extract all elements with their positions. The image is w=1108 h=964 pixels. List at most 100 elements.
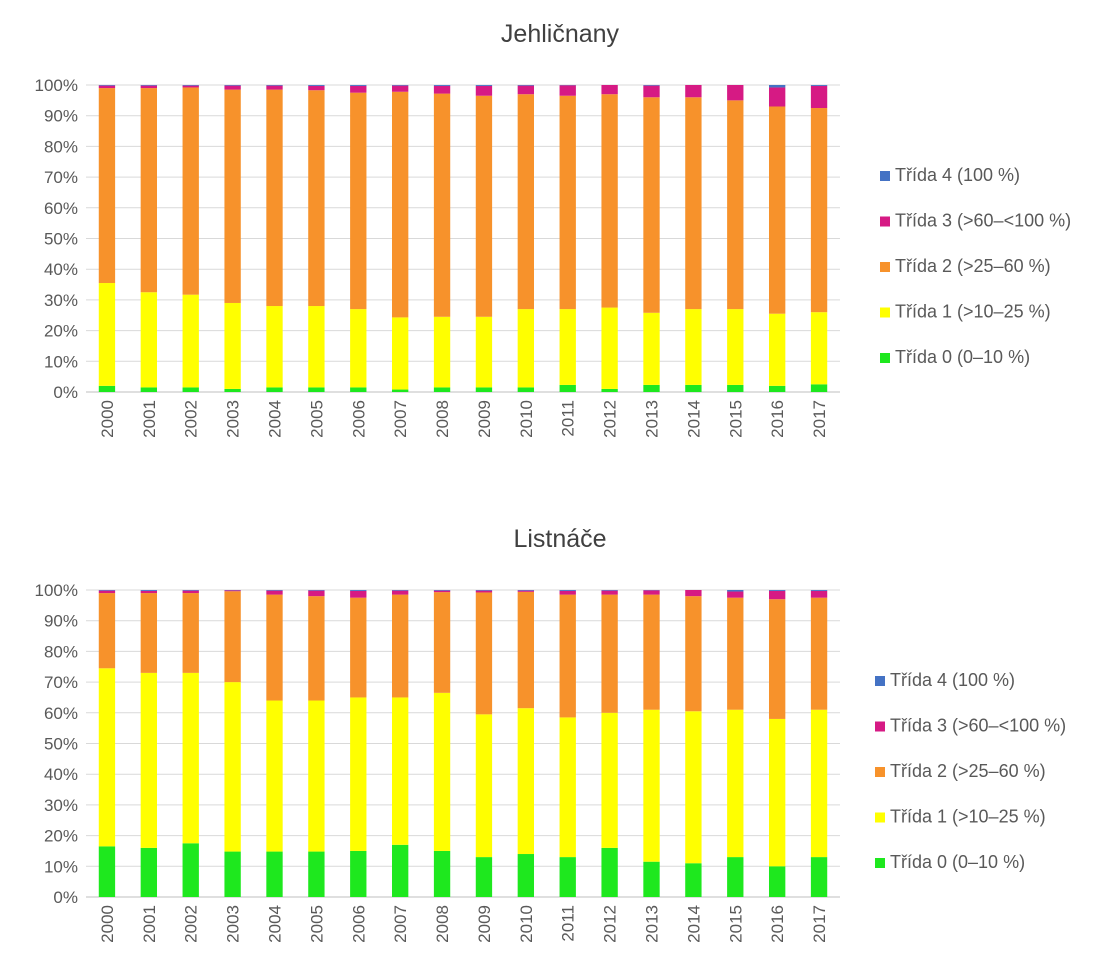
x-tick-label: 2002 <box>182 905 201 943</box>
x-tick-label: 2010 <box>517 905 536 943</box>
bar-segment <box>811 591 827 598</box>
legend-swatch <box>880 217 890 227</box>
x-tick-label: 2014 <box>684 400 703 438</box>
bar-segment <box>266 701 282 852</box>
x-tick-label: 2016 <box>768 905 787 943</box>
bar-segment <box>434 591 450 593</box>
bar-segment <box>518 590 534 591</box>
bar-segment <box>141 85 157 86</box>
bar-segment <box>727 710 743 857</box>
bar-segment <box>601 85 617 94</box>
bar-segment <box>643 595 659 710</box>
bar-segment <box>183 85 199 86</box>
y-tick-label: 70% <box>44 168 78 187</box>
legend-swatch <box>875 858 885 868</box>
bar-segment <box>99 85 115 86</box>
bar-segment <box>392 92 408 318</box>
bar-segment <box>727 85 743 100</box>
bar-segment <box>769 590 785 591</box>
legend-label: Třída 1 (>10–25 %) <box>890 807 1046 827</box>
bar-segment <box>183 387 199 392</box>
bar-segment <box>518 387 534 392</box>
bar-segment <box>183 590 199 591</box>
bar-segment <box>308 306 324 387</box>
x-tick-label: 2001 <box>140 400 159 438</box>
x-tick-label: 2011 <box>559 400 578 437</box>
legend-label: Třída 2 (>25–60 %) <box>895 256 1051 276</box>
bar-segment <box>99 590 115 591</box>
y-tick-label: 60% <box>44 199 78 218</box>
y-tick-label: 90% <box>44 107 78 126</box>
legend-label: Třída 1 (>10–25 %) <box>895 302 1051 322</box>
legend-swatch <box>875 767 885 777</box>
x-tick-label: 2005 <box>307 905 326 943</box>
bar-segment <box>266 306 282 387</box>
bar-segment <box>183 843 199 897</box>
bar-segment <box>560 595 576 718</box>
bar-segment <box>811 384 827 392</box>
bar-segment <box>266 590 282 591</box>
bar-segment <box>727 592 743 598</box>
legend-label: Třída 3 (>60–<100 %) <box>890 716 1066 736</box>
bar-segment <box>601 595 617 713</box>
y-tick-label: 20% <box>44 322 78 341</box>
bar-segment <box>308 86 324 90</box>
bar-segment <box>392 595 408 698</box>
bar-segment <box>811 85 827 86</box>
x-tick-label: 2013 <box>643 400 662 438</box>
bar-segment <box>183 86 199 88</box>
y-tick-label: 80% <box>44 642 78 661</box>
bar-segment <box>685 85 701 97</box>
bar-segment <box>643 97 659 313</box>
bar-segment <box>811 590 827 591</box>
bar-segment <box>601 591 617 595</box>
bar-segment <box>224 85 240 86</box>
bar-segment <box>643 313 659 385</box>
bar-segment <box>99 86 115 88</box>
x-tick-label: 2016 <box>768 400 787 438</box>
bar-segment <box>99 591 115 593</box>
bar-segment <box>308 852 324 897</box>
bar-segment <box>224 303 240 389</box>
bar-segment <box>434 317 450 388</box>
bar-segment <box>434 94 450 317</box>
bar-segment <box>224 682 240 851</box>
legend-swatch <box>875 813 885 823</box>
bar-segment <box>476 86 492 96</box>
bar-segment <box>434 85 450 86</box>
y-tick-label: 30% <box>44 291 78 310</box>
y-tick-label: 100% <box>35 76 78 95</box>
y-tick-label: 50% <box>44 735 78 754</box>
bar-segment <box>224 389 240 392</box>
y-tick-label: 40% <box>44 765 78 784</box>
chart-listnace-svg: Listnáče0%10%20%30%40%50%60%70%80%90%100… <box>0 505 1108 959</box>
x-tick-label: 2000 <box>98 400 117 438</box>
bar-segment <box>601 94 617 307</box>
bar-segment <box>308 387 324 392</box>
bar-segment <box>518 591 534 592</box>
bar-segment <box>350 387 366 392</box>
y-tick-label: 90% <box>44 612 78 631</box>
x-tick-label: 2001 <box>140 905 159 943</box>
bar-segment <box>643 590 659 594</box>
bar-segment <box>685 590 701 596</box>
bar-segment <box>350 86 366 93</box>
y-tick-label: 20% <box>44 827 78 846</box>
bar-segment <box>560 591 576 595</box>
bar-segment <box>350 697 366 851</box>
legend-swatch <box>880 353 890 363</box>
bar-segment <box>183 593 199 673</box>
x-tick-label: 2013 <box>643 905 662 943</box>
y-tick-label: 0% <box>53 888 78 907</box>
chart-title: Jehličnany <box>501 20 620 48</box>
bar-segment <box>141 591 157 593</box>
bar-segment <box>308 591 324 597</box>
bar-segment <box>141 86 157 88</box>
x-tick-label: 2005 <box>307 400 326 438</box>
bar-segment <box>434 592 450 693</box>
bar-segment <box>350 93 366 309</box>
bar-segment <box>560 717 576 857</box>
bar-segment <box>685 596 701 711</box>
legend-label: Třída 4 (100 %) <box>890 670 1015 690</box>
bar-segment <box>476 591 492 593</box>
